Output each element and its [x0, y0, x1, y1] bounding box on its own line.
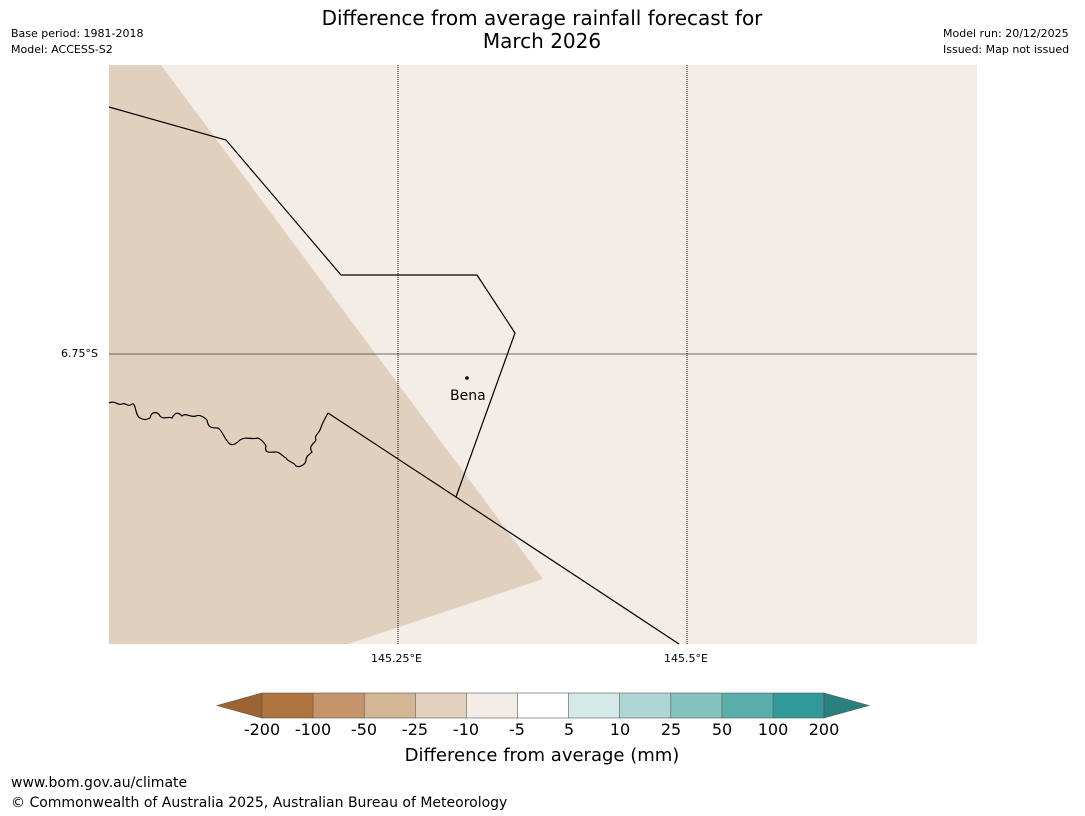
town-label: Bena	[450, 388, 486, 404]
base-period-text: Base period: 1981-2018	[11, 27, 144, 40]
longitude-label-1: 145.25°E	[371, 652, 422, 665]
colorbar-segment	[466, 693, 518, 718]
colorbar-tick-label: -100	[294, 720, 332, 739]
latitude-label: 6.75°S	[61, 347, 98, 360]
colorbar-tick-label: 10	[609, 720, 631, 739]
colorbar-segment	[415, 693, 467, 718]
colorbar	[215, 692, 871, 719]
longitude-label-2: 145.5°E	[664, 652, 708, 665]
colorbar-tick-label: -10	[452, 720, 480, 739]
colorbar-tick-label: -25	[401, 720, 429, 739]
town-marker	[465, 376, 469, 380]
model-text: Model: ACCESS-S2	[11, 43, 113, 56]
title-line-1: Difference from average rainfall forecas…	[321, 6, 763, 30]
province-boundary-south	[327, 412, 680, 645]
footer-copyright: © Commonwealth of Australia 2025, Austra…	[11, 795, 508, 811]
colorbar-extension-high	[823, 692, 871, 719]
colorbar-segment	[568, 693, 620, 718]
meta-right: Model run: 20/12/2025 Issued: Map not is…	[943, 26, 1069, 58]
colorbar-segment	[721, 693, 773, 718]
colorbar-tick-label: -200	[243, 720, 281, 739]
meta-left: Base period: 1981-2018 Model: ACCESS-S2	[11, 26, 143, 58]
colorbar-tick-label: -50	[350, 720, 378, 739]
colorbar-segment	[619, 693, 671, 718]
colorbar-extension-low	[215, 692, 263, 719]
page-title: Difference from average rainfall forecas…	[242, 7, 842, 53]
colorbar-tick-label: 25	[660, 720, 682, 739]
colorbar-tick-label: 100	[757, 720, 789, 739]
colorbar-tick-label: 200	[808, 720, 840, 739]
colorbar-tick-label: 5	[563, 720, 575, 739]
colorbar-segment	[517, 693, 569, 718]
colorbar-segment	[262, 693, 314, 718]
title-line-2: March 2026	[482, 29, 602, 53]
colorbar-segment	[773, 693, 824, 718]
river-boundary	[108, 401, 329, 468]
province-boundary	[108, 106, 516, 498]
colorbar-tick-label: 50	[711, 720, 733, 739]
footer-url: www.bom.gov.au/climate	[11, 775, 188, 791]
colorbar-outline	[261, 692, 825, 719]
colorbar-tick-label: -5	[509, 720, 525, 739]
issued-text: Issued: Map not issued	[943, 43, 1070, 56]
model-run-text: Model run: 20/12/2025	[943, 27, 1069, 40]
colorbar-segment	[670, 693, 722, 718]
colorbar-label: Difference from average (mm)	[404, 745, 680, 766]
colorbar-segment	[364, 693, 416, 718]
colorbar-segment	[313, 693, 365, 718]
